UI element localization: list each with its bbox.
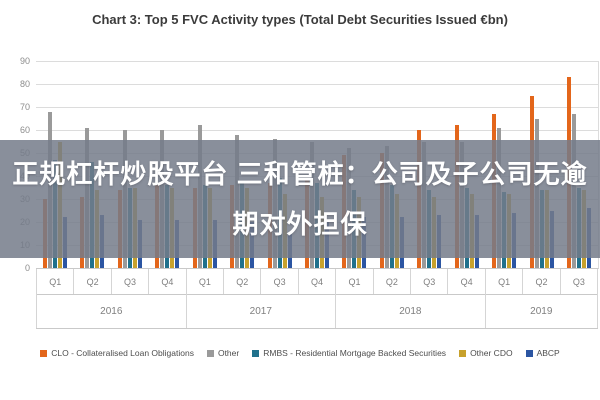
x-axis-year-row: 2016 2017 2018 2019 [36,294,598,329]
quarter-label-cell: Q1 [336,269,374,294]
quarter-label-cell: Q2 [224,269,262,294]
quarter-label-cell: Q1 [187,269,225,294]
quarter-label-cell: Q4 [299,269,337,294]
legend-label: Other [217,348,240,358]
year-label-cell: 2016 [36,294,187,328]
legend-label: RMBS - Residential Mortgage Backed Secur… [263,348,447,358]
quarter-label-cell: Q4 [448,269,486,294]
legend-swatch [206,349,214,357]
quarter-label-cell: Q3 [112,269,150,294]
quarter-label-cell: Q3 [411,269,449,294]
quarter-label-cell: Q2 [74,269,112,294]
quarter-label-cell: Q3 [561,269,599,294]
quarter-label-cell: Q2 [523,269,561,294]
quarter-label-cell: Q2 [374,269,412,294]
y-tick-label: 90 [19,56,30,66]
quarter-label-cell: Q1 [486,269,524,294]
gridline [36,130,598,131]
legend-item: Other CDO [459,348,513,358]
legend-swatch [40,349,48,357]
legend-item: RMBS - Residential Mortgage Backed Secur… [252,348,446,358]
legend-item: CLO - Collateralised Loan Obligations [40,348,194,358]
legend: CLO - Collateralised Loan Obligations Oth… [0,348,600,358]
y-tick-label: 0 [24,263,30,273]
chart-title: Chart 3: Top 5 FVC Activity types (Total… [92,12,508,27]
year-label-cell: 2019 [486,294,598,328]
watermark-text-line1: 正规杠杆炒股平台 三和管桩：公司及子公司无逾 [12,159,588,189]
x-axis-quarter-row: Q1 Q2 Q3 Q4 Q1 Q2 Q3 Q4 Q1 Q2 Q3 Q4 Q1 Q2 Q3 [36,269,599,295]
watermark-text-line2: 期对外担保 [232,209,368,239]
legend-swatch [252,349,260,357]
quarter-label-cell: Q3 [261,269,299,294]
legend-label: ABCP [536,348,560,358]
y-tick-label: 80 [19,79,30,89]
gridline [36,107,598,108]
watermark-overlay: 正规杠杆炒股平台 三和管桩：公司及子公司无逾 期对外担保 [0,140,600,258]
y-tick-label: 70 [19,102,30,112]
legend-swatch [459,349,467,357]
year-label-cell: 2017 [187,294,337,328]
legend-item: Other [206,348,240,358]
gridline [36,84,598,85]
legend-label: CLO - Collateralised Loan Obligations [51,348,194,358]
quarter-label-cell: Q1 [36,269,75,294]
quarter-label-cell: Q4 [149,269,187,294]
y-tick-label: 60 [19,125,30,135]
legend-label: Other CDO [470,348,513,358]
year-label-cell: 2018 [336,294,486,328]
legend-item: ABCP [525,348,560,358]
gridline [36,61,598,62]
legend-swatch [525,349,533,357]
